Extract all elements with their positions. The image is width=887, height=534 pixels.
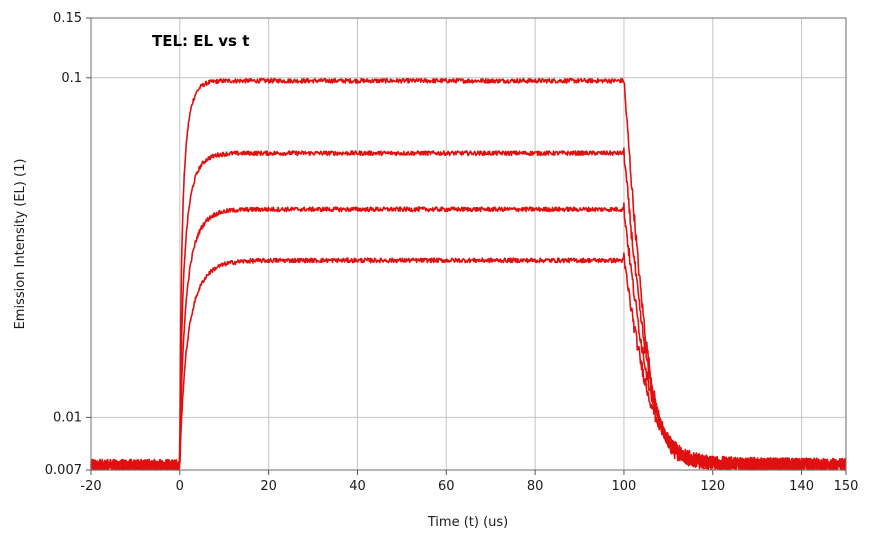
y-axis: 0.007 0.01 0.1 0.15 — [45, 11, 91, 478]
series-line-4 — [90, 252, 847, 471]
x-tick-label: 80 — [527, 479, 544, 494]
plot-frame — [90, 17, 847, 471]
chart-title: TEL: EL vs t — [152, 32, 249, 50]
x-tick-label: 0 — [176, 479, 184, 494]
x-tick-label: -20 — [80, 479, 101, 494]
x-tick-label: 60 — [438, 479, 455, 494]
x-tick-label: 150 — [834, 479, 859, 494]
y-axis-label: Emission Intensity (EL) (1) — [13, 159, 28, 330]
series-layer — [90, 77, 847, 471]
x-tick-label: 140 — [789, 479, 814, 494]
y-tick-label: 0.15 — [53, 11, 82, 26]
x-axis: -20 0 20 40 60 80 100 120 140 150 — [80, 470, 858, 494]
series-line-2 — [90, 147, 847, 471]
x-tick-label: 120 — [700, 479, 725, 494]
x-tick-label: 100 — [612, 479, 637, 494]
x-tick-label: 40 — [349, 479, 366, 494]
y-tick-label: 0.01 — [53, 410, 82, 425]
x-axis-label: Time (t) (us) — [427, 515, 508, 530]
x-tick-label: 20 — [260, 479, 277, 494]
y-tick-label: 0.1 — [61, 71, 82, 86]
series-line-3 — [90, 202, 847, 471]
plot-area — [90, 17, 847, 471]
y-tick-label: 0.007 — [45, 463, 82, 478]
